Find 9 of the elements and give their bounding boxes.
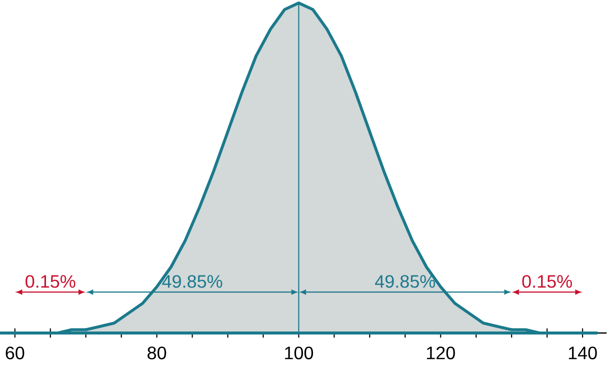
x-tick-label: 120 <box>427 346 455 360</box>
x-tick-label: 60 <box>6 346 24 360</box>
annotation: 0.15% <box>26 275 76 288</box>
annotation: 0.15% <box>522 275 572 288</box>
x-tick-label: 140 <box>568 346 597 360</box>
annotation: 49.85% <box>375 275 436 288</box>
x-tick-label: 80 <box>148 346 166 360</box>
x-tick-label: 100 <box>285 346 314 360</box>
annotation: 49.85% <box>162 275 222 288</box>
